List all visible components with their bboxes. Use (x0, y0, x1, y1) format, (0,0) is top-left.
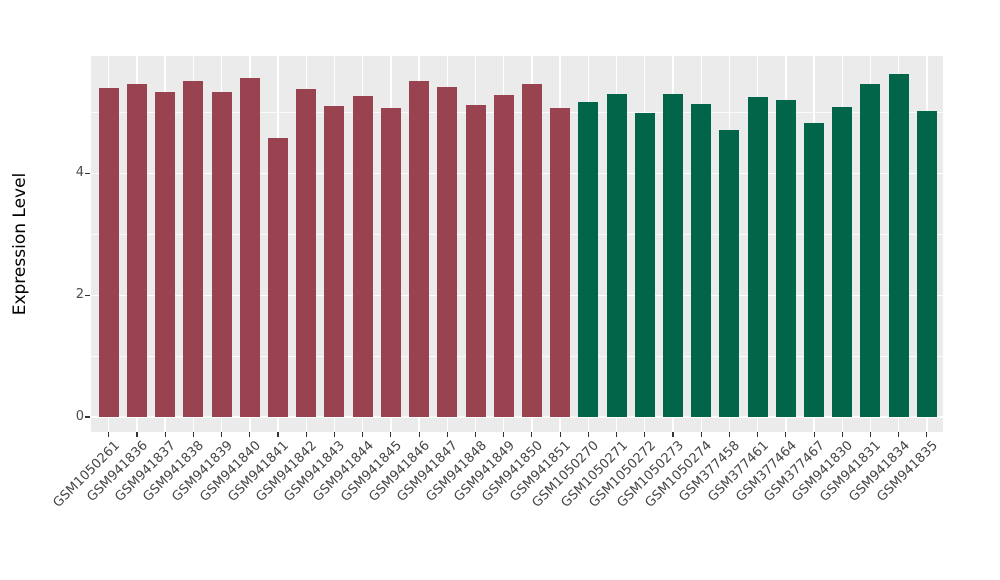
x-tick-mark (926, 432, 928, 437)
major-gridline (91, 294, 943, 296)
x-tick-mark (559, 432, 561, 437)
x-tick-mark (362, 432, 364, 437)
y-tick-label: 2 (75, 287, 84, 303)
x-tick-mark (898, 432, 900, 437)
x-tick-mark (785, 432, 787, 437)
bar (888, 74, 909, 417)
x-tick-mark (164, 432, 166, 437)
x-tick-mark (503, 432, 505, 437)
bar (578, 102, 599, 417)
bar (352, 96, 373, 417)
minor-gridline (91, 233, 943, 235)
bar (804, 123, 825, 417)
x-tick-mark (333, 432, 335, 437)
x-tick-mark (418, 432, 420, 437)
bar (747, 97, 768, 417)
x-tick-mark (474, 432, 477, 437)
bar (98, 87, 119, 417)
bar (606, 93, 627, 417)
bar (521, 83, 542, 417)
y-axis-title: Expression Level (10, 172, 30, 316)
minor-gridline (91, 355, 943, 357)
bar (634, 112, 655, 417)
bar (465, 104, 486, 417)
x-tick-mark (108, 432, 110, 437)
bar (493, 94, 514, 417)
bar (268, 138, 289, 417)
bar (663, 94, 683, 417)
bar (126, 84, 147, 417)
bar (409, 80, 430, 417)
bar (860, 83, 881, 417)
x-tick-mark (841, 432, 843, 437)
bar (916, 111, 937, 417)
bar (550, 107, 571, 417)
y-tick-mark (85, 416, 90, 418)
x-tick-mark (446, 432, 448, 437)
bar (183, 80, 204, 417)
x-tick-mark (277, 432, 279, 437)
chart-panel (91, 56, 943, 432)
minor-gridline (91, 112, 943, 113)
x-tick-mark (728, 432, 730, 437)
bar (380, 107, 401, 417)
bar (719, 130, 740, 417)
x-tick-mark (305, 432, 307, 437)
y-tick-label: 0 (75, 409, 84, 424)
bar (691, 103, 712, 417)
x-tick-mark (869, 432, 872, 437)
bar (832, 107, 853, 417)
x-tick-mark (221, 432, 223, 437)
x-tick-mark (813, 432, 815, 437)
bar (775, 99, 796, 417)
x-tick-mark (757, 432, 759, 437)
y-tick-mark (85, 172, 90, 174)
x-tick-mark (587, 432, 589, 437)
y-tick-label: 4 (75, 165, 84, 181)
x-tick-mark (192, 432, 194, 437)
bar (211, 92, 232, 417)
x-tick-mark (390, 432, 392, 437)
bar (155, 92, 176, 417)
x-tick-mark (616, 432, 618, 437)
bar (324, 106, 345, 417)
x-tick-mark (136, 432, 138, 437)
major-gridline (91, 416, 943, 418)
x-tick-mark (644, 432, 646, 437)
bar (437, 86, 458, 417)
y-tick-mark (85, 294, 90, 296)
bar (296, 89, 317, 417)
x-tick-mark (672, 432, 674, 437)
x-tick-mark (531, 432, 533, 437)
major-gridline (91, 172, 943, 175)
bar (239, 78, 260, 417)
x-tick-mark (700, 432, 702, 437)
x-tick-mark (249, 432, 251, 437)
